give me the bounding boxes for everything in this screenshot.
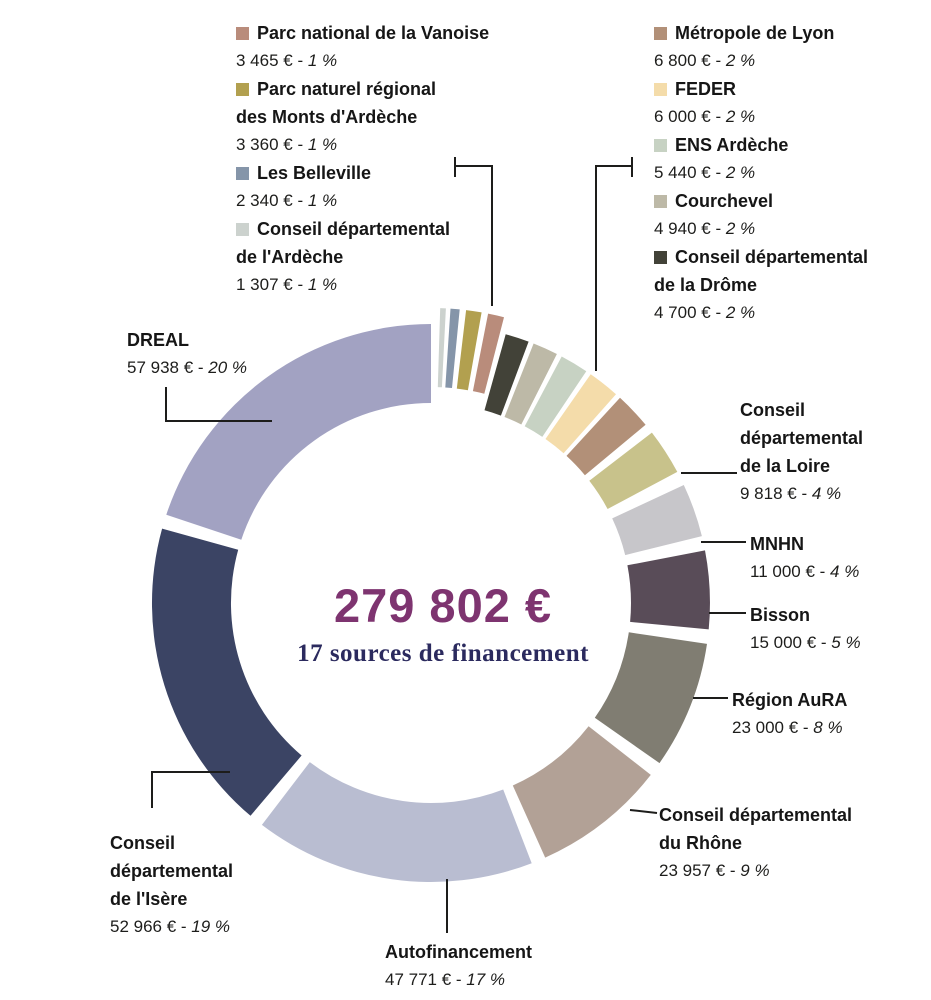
legend-item-metropole-lyon: Métropole de Lyon 6 800 € - 2 % [654,19,914,75]
legend-swatch-feder-icon [654,83,667,96]
donut-slice-mnhn [612,485,702,556]
donut-slices [151,308,710,882]
connector-dreal [165,387,272,422]
total-amount: 279 802 € [333,579,553,632]
donut-slice-vanoise [472,313,504,394]
callout-value: 47 771 € - 17 % [385,970,506,989]
legend-swatch-ens-ardeche-icon [654,139,667,152]
legend-value: 4 940 € - 2 % [654,219,756,238]
callout-value: 23 000 € - 8 % [732,718,843,737]
callout-value: 23 957 € - 9 % [659,861,770,880]
legend-label: Conseil départemental [257,219,451,239]
legend-swatch-cd-ardeche-icon [236,223,249,236]
donut-slice-dreal [166,324,432,540]
legend-label: de la Drôme [654,275,758,295]
legend-column-left: Parc national de la Vanoise 3 465 € - 1 … [236,19,496,299]
legend-value: 5 440 € - 2 % [654,163,756,182]
callout-label: Bisson [750,605,811,625]
legend-item-cd-ardeche: Conseil départemental de l'Ardèche 1 307… [236,215,496,299]
callout-isere: Conseil départemental de l'Isère 52 966 … [110,829,233,941]
callout-mnhn: MNHN 11 000 € - 4 % [750,530,859,586]
callout-label: MNHN [750,534,804,554]
callout-label: du Rhône [659,833,742,853]
callout-value: 57 938 € - 20 % [127,358,248,377]
connector-isere [151,771,230,808]
donut-slice-courchevel [504,343,557,425]
legend-value: 1 307 € - 1 % [236,275,338,294]
legend-swatch-metropole-lyon-icon [654,27,667,40]
callout-value: 15 000 € - 5 % [750,633,861,652]
callout-dreal: DREAL 57 938 € - 20 % [127,326,247,382]
legend-label: Parc naturel régional [257,79,437,99]
legend-item-les-belleville: Les Belleville 2 340 € - 1 % [236,159,496,215]
donut-slice-autofinancement [261,762,532,882]
legend-value: 3 465 € - 1 % [236,51,338,70]
callout-label: départemental [110,861,234,881]
callout-value: 11 000 € - 4 % [750,562,860,581]
legend-value: 2 340 € - 1 % [236,191,338,210]
donut-slice-cd-loire [589,432,678,509]
legend-label: des Monts d'Ardèche [236,107,418,127]
callout-label: DREAL [127,330,189,350]
donut-slice-cd-rhone [512,726,651,858]
legend-value: 6 800 € - 2 % [654,51,756,70]
connector-rhone [629,809,658,814]
chart-center-text: 279 802 € 17 sources de financement [233,581,653,669]
legend-swatch-vanoise-icon [236,27,249,40]
legend-swatch-les-belleville-icon [236,167,249,180]
donut-slice-les-belleville [445,308,460,388]
donut-slice-feder [545,374,616,454]
callout-label: Conseil départemental [659,805,853,825]
callout-loire: Conseil départemental de la Loire 9 818 … [740,396,863,508]
callout-label: Région AuRA [732,690,848,710]
callout-label: Conseil [740,400,806,420]
callout-bisson: Bisson 15 000 € - 5 % [750,601,861,657]
legend-item-monts-ardeche: Parc naturel régional des Monts d'Ardèch… [236,75,496,159]
legend-swatch-monts-ardeche-icon [236,83,249,96]
donut-slice-metropole-lyon [566,397,646,476]
donut-slice-monts-ardeche [456,310,482,391]
legend-label: ENS Ardèche [675,135,789,155]
legend-value: 3 360 € - 1 % [236,135,338,154]
legend-label: Courchevel [675,191,774,211]
callout-autofinancement: Autofinancement 47 771 € - 17 % [385,938,532,994]
donut-slice-region-aura [594,632,707,764]
legend-label: Les Belleville [257,163,372,183]
legend-label: Conseil départemental [675,247,869,267]
legend-label: de l'Ardèche [236,247,344,267]
callout-label: de la Loire [740,456,831,476]
legend-item-feder: FEDER 6 000 € - 2 % [654,75,914,131]
legend-value: 6 000 € - 2 % [654,107,756,126]
callout-label: Autofinancement [385,942,533,962]
connector-legend-left [454,157,493,306]
legend-value: 4 700 € - 2 % [654,303,756,322]
legend-column-right: Métropole de Lyon 6 800 € - 2 % FEDER 6 … [654,19,914,327]
connector-lines [151,157,746,933]
callout-label: de l'Isère [110,889,188,909]
donut-slice-cd-isere [151,528,302,816]
callout-label: Conseil [110,833,176,853]
legend-item-courchevel: Courchevel 4 940 € - 2 % [654,187,914,243]
callout-aura: Région AuRA 23 000 € - 8 % [732,686,847,742]
callout-rhone: Conseil départemental du Rhône 23 957 € … [659,801,852,885]
legend-label: Parc national de la Vanoise [257,23,490,43]
callout-value: 52 966 € - 19 % [110,917,231,936]
legend-label: Métropole de Lyon [675,23,835,43]
legend-item-cd-drome: Conseil départemental de la Drôme 4 700 … [654,243,914,327]
donut-slice-ens-ardeche [524,356,587,437]
callout-value: 9 818 € - 4 % [740,484,842,503]
legend-item-vanoise: Parc national de la Vanoise 3 465 € - 1 … [236,19,496,75]
legend-label: FEDER [675,79,737,99]
legend-item-ens-ardeche: ENS Ardèche 5 440 € - 2 % [654,131,914,187]
total-subtitle: 17 sources de financement [297,640,589,667]
callout-label: départemental [740,428,864,448]
legend-swatch-cd-drome-icon [654,251,667,264]
donut-slice-bisson [627,550,710,630]
legend-swatch-courchevel-icon [654,195,667,208]
donut-slice-cd-drome [484,334,529,416]
donut-slice-cd-ardeche [437,308,446,388]
connector-legend-right [595,157,633,371]
